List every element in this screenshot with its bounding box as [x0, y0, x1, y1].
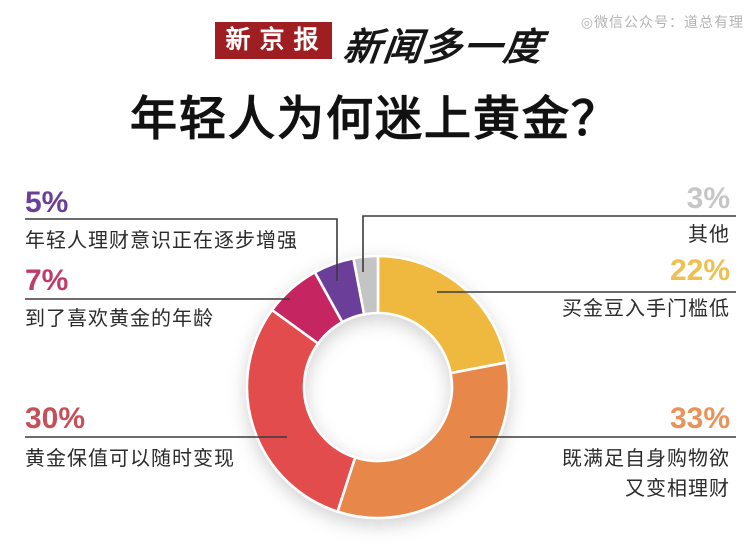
pct-preserve-value: 30% [25, 402, 86, 435]
label-awareness: 年轻人理财意识正在逐步增强 [25, 230, 298, 252]
page-title: 年轻人为何迷上黄金？ [130, 92, 620, 145]
pct-shopping: 33% [669, 402, 730, 435]
label-shopping-line2: 又变相理财 [625, 478, 730, 500]
label-gold-beans: 买金豆入手门槛低 [562, 298, 730, 320]
pct-other: 3% [686, 182, 730, 215]
pct-gold-beans: 22% [669, 254, 730, 287]
donut-slice-2 [245, 308, 357, 513]
label-shopping-line1: 既满足自身购物欲 [562, 448, 730, 470]
pct-awareness: 5% [25, 186, 69, 219]
label-preserve-value: 黄金保值可以随时变现 [25, 448, 235, 470]
label-other: 其他 [688, 224, 730, 246]
donut-slice-0 [376, 254, 508, 375]
pct-age: 7% [25, 264, 69, 297]
label-age: 到了喜欢黄金的年龄 [25, 308, 214, 330]
watermark-text: ◎微信公众号：道总有理 [580, 14, 744, 30]
donut-slice-5 [352, 254, 380, 316]
leader-line-4 [25, 218, 338, 281]
brand-badge: 新京报 [215, 22, 332, 59]
leader-line-5 [362, 215, 736, 272]
label-shopping: 既满足自身购物欲 又变相理财 [562, 444, 730, 504]
donut-slices [245, 254, 511, 520]
donut-slice-1 [336, 361, 511, 520]
